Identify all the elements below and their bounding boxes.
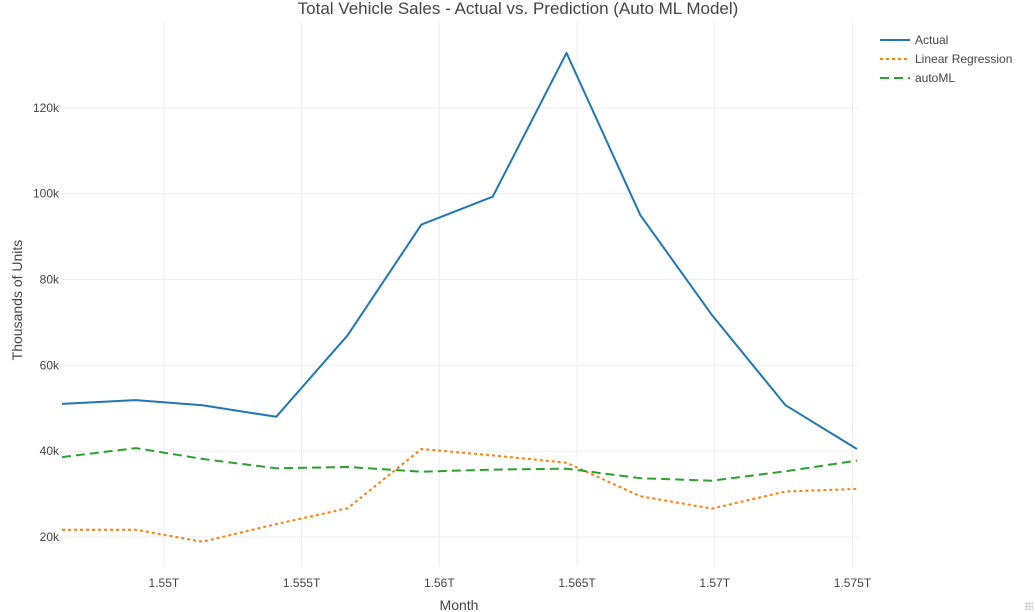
y-tick-label: 20k xyxy=(40,530,60,544)
x-tick-label: 1.57T xyxy=(699,576,730,590)
legend-item[interactable]: Linear Regression xyxy=(880,52,1012,66)
chart-title: Total Vehicle Sales - Actual vs. Predict… xyxy=(298,0,739,18)
legend-item[interactable]: Actual xyxy=(880,33,948,47)
y-tick-label: 60k xyxy=(40,358,60,372)
y-tick-label: 120k xyxy=(33,101,60,115)
series-line-actual xyxy=(61,51,858,450)
series-line-linear-regression xyxy=(62,448,857,543)
x-tick-label: 1.575T xyxy=(834,576,872,590)
resize-grip-icon[interactable] xyxy=(1025,602,1033,610)
y-tick-label: 80k xyxy=(40,272,60,286)
y-axis-title: Thousands of Units xyxy=(9,240,25,361)
legend-item[interactable]: autoML xyxy=(880,71,955,85)
y-tick-label: 100k xyxy=(33,187,60,201)
x-tick-label: 1.565T xyxy=(558,576,596,590)
y-tick-label: 40k xyxy=(40,444,60,458)
grid-layer xyxy=(62,22,858,567)
x-tick-label: 1.555T xyxy=(283,576,321,590)
legend-label: autoML xyxy=(915,71,955,85)
x-tick-label: 1.55T xyxy=(149,576,180,590)
series-line-automl xyxy=(61,447,858,482)
legend-label: Linear Regression xyxy=(915,52,1012,66)
legend-label: Actual xyxy=(915,33,948,47)
x-tick-label: 1.56T xyxy=(424,576,455,590)
x-axis-ticks: 1.55T 1.555T 1.56T 1.565T 1.57T 1.575T xyxy=(149,576,872,590)
legend[interactable]: Actual Linear Regression autoML xyxy=(880,33,1012,85)
y-axis-ticks: 20k 40k 60k 80k 100k 120k xyxy=(33,101,60,544)
x-axis-title: Month xyxy=(440,597,479,612)
series-layer xyxy=(61,51,858,543)
